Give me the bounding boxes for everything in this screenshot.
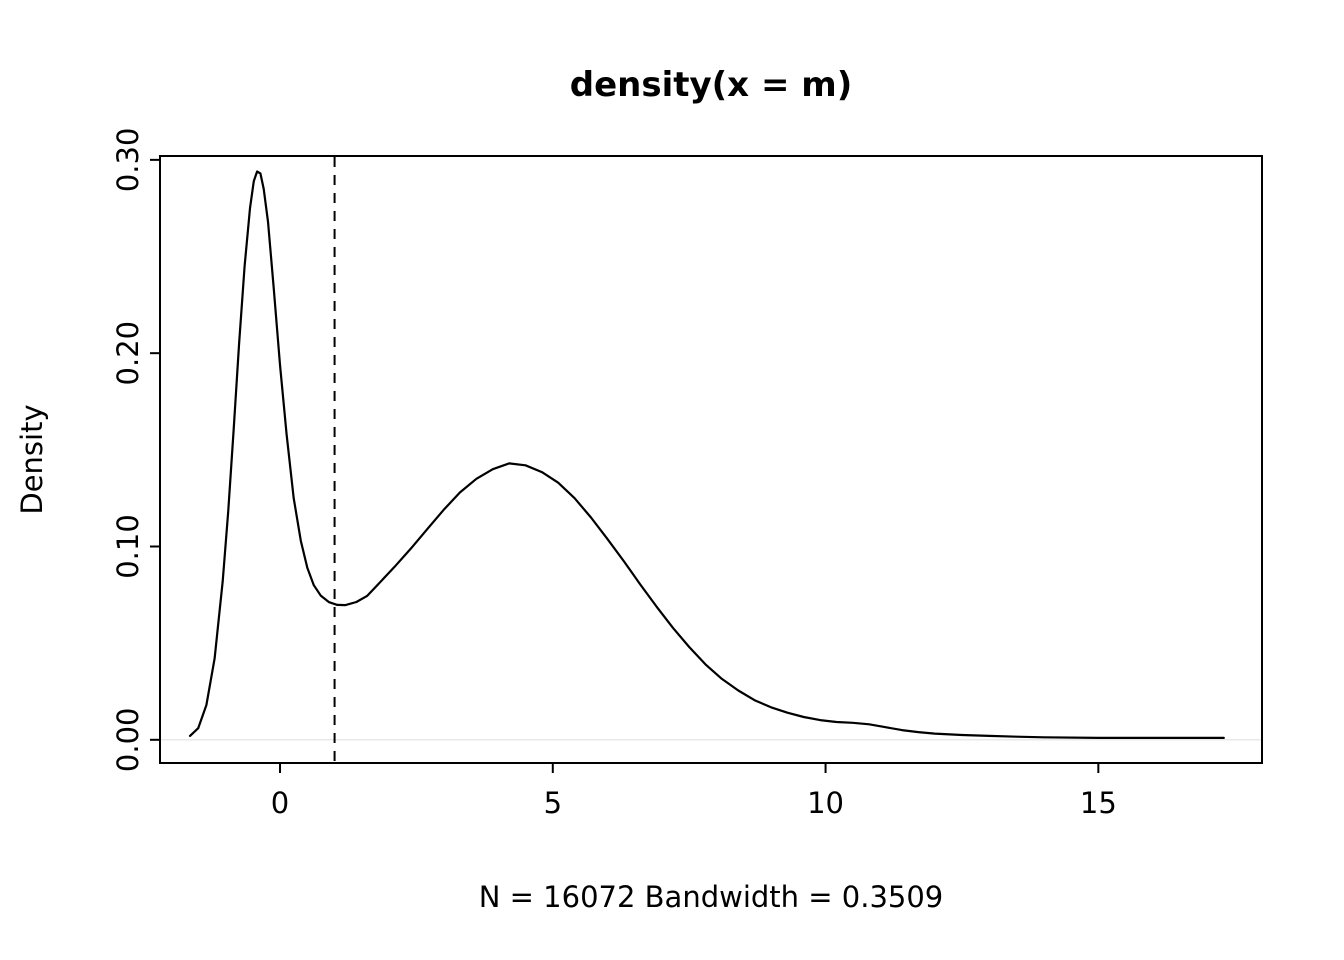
x-axis-label: N = 16072 Bandwidth = 0.3509 [479,880,944,914]
plot-title: density(x = m) [570,65,853,105]
plot-box [159,155,1263,764]
y-tick-label: 0.00 [111,708,145,773]
y-axis-ticks: 0.00 0.10 0.20 0.30 [111,128,160,773]
y-tick-label: 0.30 [111,128,145,193]
x-axis-ticks: 0 5 10 15 [271,763,1117,820]
x-tick-label: 10 [807,786,844,820]
y-tick-label: 0.10 [111,514,145,579]
x-tick-label: 5 [544,786,562,820]
density-curve [188,170,1225,740]
y-tick-label: 0.20 [111,321,145,386]
x-tick-label: 15 [1080,786,1117,820]
y-axis-label: Density [15,404,49,514]
x-tick-label: 0 [271,786,289,820]
